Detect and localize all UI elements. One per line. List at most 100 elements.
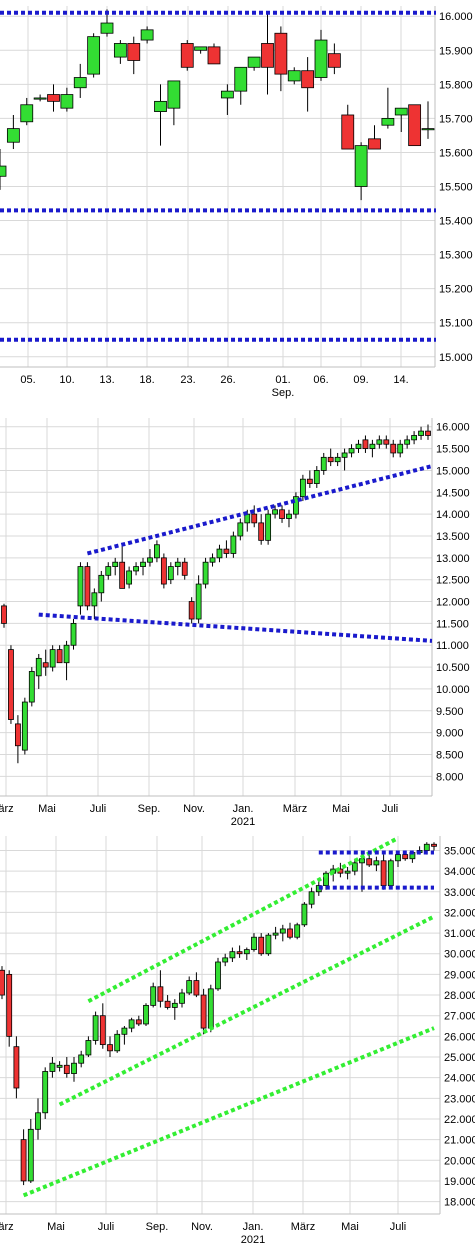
y-tick-label: 15.100 — [439, 318, 473, 330]
candle-up — [70, 622, 77, 646]
x-tick-label: Nov. — [183, 803, 205, 815]
daily-chart-svg: 16.000 15.900 15.800 15.700 15.600 15.500 15.4… — [0, 6, 473, 399]
candle-up — [126, 570, 133, 585]
candle-up — [49, 649, 56, 668]
candle-up — [230, 535, 237, 554]
candle-down — [15, 723, 21, 747]
candle-up — [27, 1128, 34, 1182]
candle-up — [20, 104, 34, 123]
candle-down — [306, 478, 313, 484]
candle-up — [222, 957, 229, 963]
candle-down — [160, 557, 167, 585]
y-tick-label: 21.000 — [444, 1135, 475, 1147]
daily-candlestick-chart: 16.000 15.900 15.800 15.700 15.600 15.500 15.4… — [0, 0, 475, 400]
candle-down — [107, 1044, 113, 1052]
candle-down — [6, 973, 13, 1037]
candle-up — [272, 932, 279, 936]
x-tick-label: 01. — [275, 374, 290, 386]
candle-down — [383, 439, 390, 445]
candle-up — [387, 860, 394, 886]
x-tick-label: März — [283, 803, 307, 815]
candle-down — [1, 605, 7, 624]
y-tick-label: 8.000 — [436, 771, 464, 783]
trend-line — [87, 836, 399, 1004]
y-tick-label: 15.500 — [439, 182, 473, 194]
candle-up — [179, 992, 185, 1004]
candle-up — [381, 117, 395, 126]
x-tick-sublabel: 2021 — [241, 1234, 265, 1246]
candle-up — [167, 566, 174, 581]
candle-up — [272, 509, 278, 515]
trend-line — [86, 464, 433, 556]
candle-up — [215, 961, 221, 990]
candle-up — [73, 77, 87, 89]
x-tick-label: 10. — [59, 374, 74, 386]
y-tick-label: 34.000 — [444, 866, 475, 878]
candle-down — [119, 561, 126, 589]
candle-up — [147, 557, 153, 563]
candle-up — [237, 522, 244, 537]
candle-up — [397, 443, 404, 454]
y-tick-label: 31.000 — [444, 928, 475, 940]
candle-up — [355, 443, 362, 449]
candle-down — [200, 994, 207, 1029]
x-tick-label: 14. — [393, 374, 408, 386]
candle-up — [128, 1019, 135, 1029]
candle-up — [154, 544, 160, 559]
candle-up — [28, 671, 35, 703]
candle-down — [279, 509, 285, 519]
candle-up — [294, 924, 301, 938]
weekly-channel-candlestick-chart: 35.000 34.000 33.000 32.000 31.000 30.000 29.0… — [0, 836, 475, 1250]
candle-up — [167, 80, 181, 109]
candle-up — [78, 1054, 85, 1064]
weekly-chart-svg: 16.000 15.500 15.000 14.500 14.000 13.500 13.0… — [0, 418, 470, 828]
candle-up — [247, 56, 261, 68]
candle-up — [376, 439, 383, 445]
y-tick-label: 15.300 — [439, 250, 473, 262]
candle-down — [431, 843, 437, 847]
candle-up — [92, 1015, 99, 1041]
weekly-candlestick-chart: 16.000 15.500 15.000 14.500 14.000 13.500 13.0… — [0, 418, 475, 828]
x-tick-label: 26. — [220, 374, 235, 386]
candle-up — [344, 870, 351, 874]
candle-up — [229, 951, 236, 959]
weekly-channel-chart-svg: 35.000 34.000 33.000 32.000 31.000 30.000 29.0… — [0, 836, 475, 1246]
candle-up — [174, 561, 181, 567]
candle-up — [404, 439, 411, 445]
x-tick-label: Mai — [332, 803, 350, 815]
candle-up — [216, 548, 223, 559]
candle-down — [402, 854, 409, 860]
candle-up — [354, 145, 368, 187]
y-tick-label: 35.000 — [444, 845, 475, 857]
y-tick-label: 13.000 — [436, 553, 470, 565]
candle-down — [368, 138, 381, 150]
y-tick-label: 30.000 — [444, 949, 475, 961]
candle-up — [421, 128, 435, 131]
x-tick-label: Sep. — [146, 1221, 169, 1233]
candle-up — [100, 22, 114, 34]
candle-up — [114, 1033, 121, 1052]
candle-down — [261, 43, 274, 68]
y-tick-label: 11.500 — [436, 618, 469, 630]
y-tick-label: 15.200 — [439, 284, 473, 296]
candle-down — [366, 858, 373, 866]
candle-up — [143, 1004, 149, 1025]
candle-up — [42, 1071, 49, 1114]
candle-down — [180, 43, 194, 68]
candle-up — [313, 470, 320, 484]
candle-down — [188, 601, 195, 620]
candle-down — [287, 928, 293, 938]
candle-down — [84, 566, 91, 607]
candle-up — [373, 860, 380, 866]
candle-down — [236, 951, 243, 955]
candle-up — [423, 843, 430, 851]
candle-up — [112, 561, 119, 567]
candle-up — [299, 478, 306, 498]
candle-up — [133, 566, 139, 572]
y-tick-label: 15.000 — [436, 465, 470, 477]
x-tick-label: Mai — [341, 1221, 359, 1233]
y-tick-label: 15.400 — [439, 216, 473, 228]
x-tick-label: Nov. — [191, 1221, 213, 1233]
candle-down — [258, 936, 265, 955]
candle-up — [186, 980, 193, 994]
